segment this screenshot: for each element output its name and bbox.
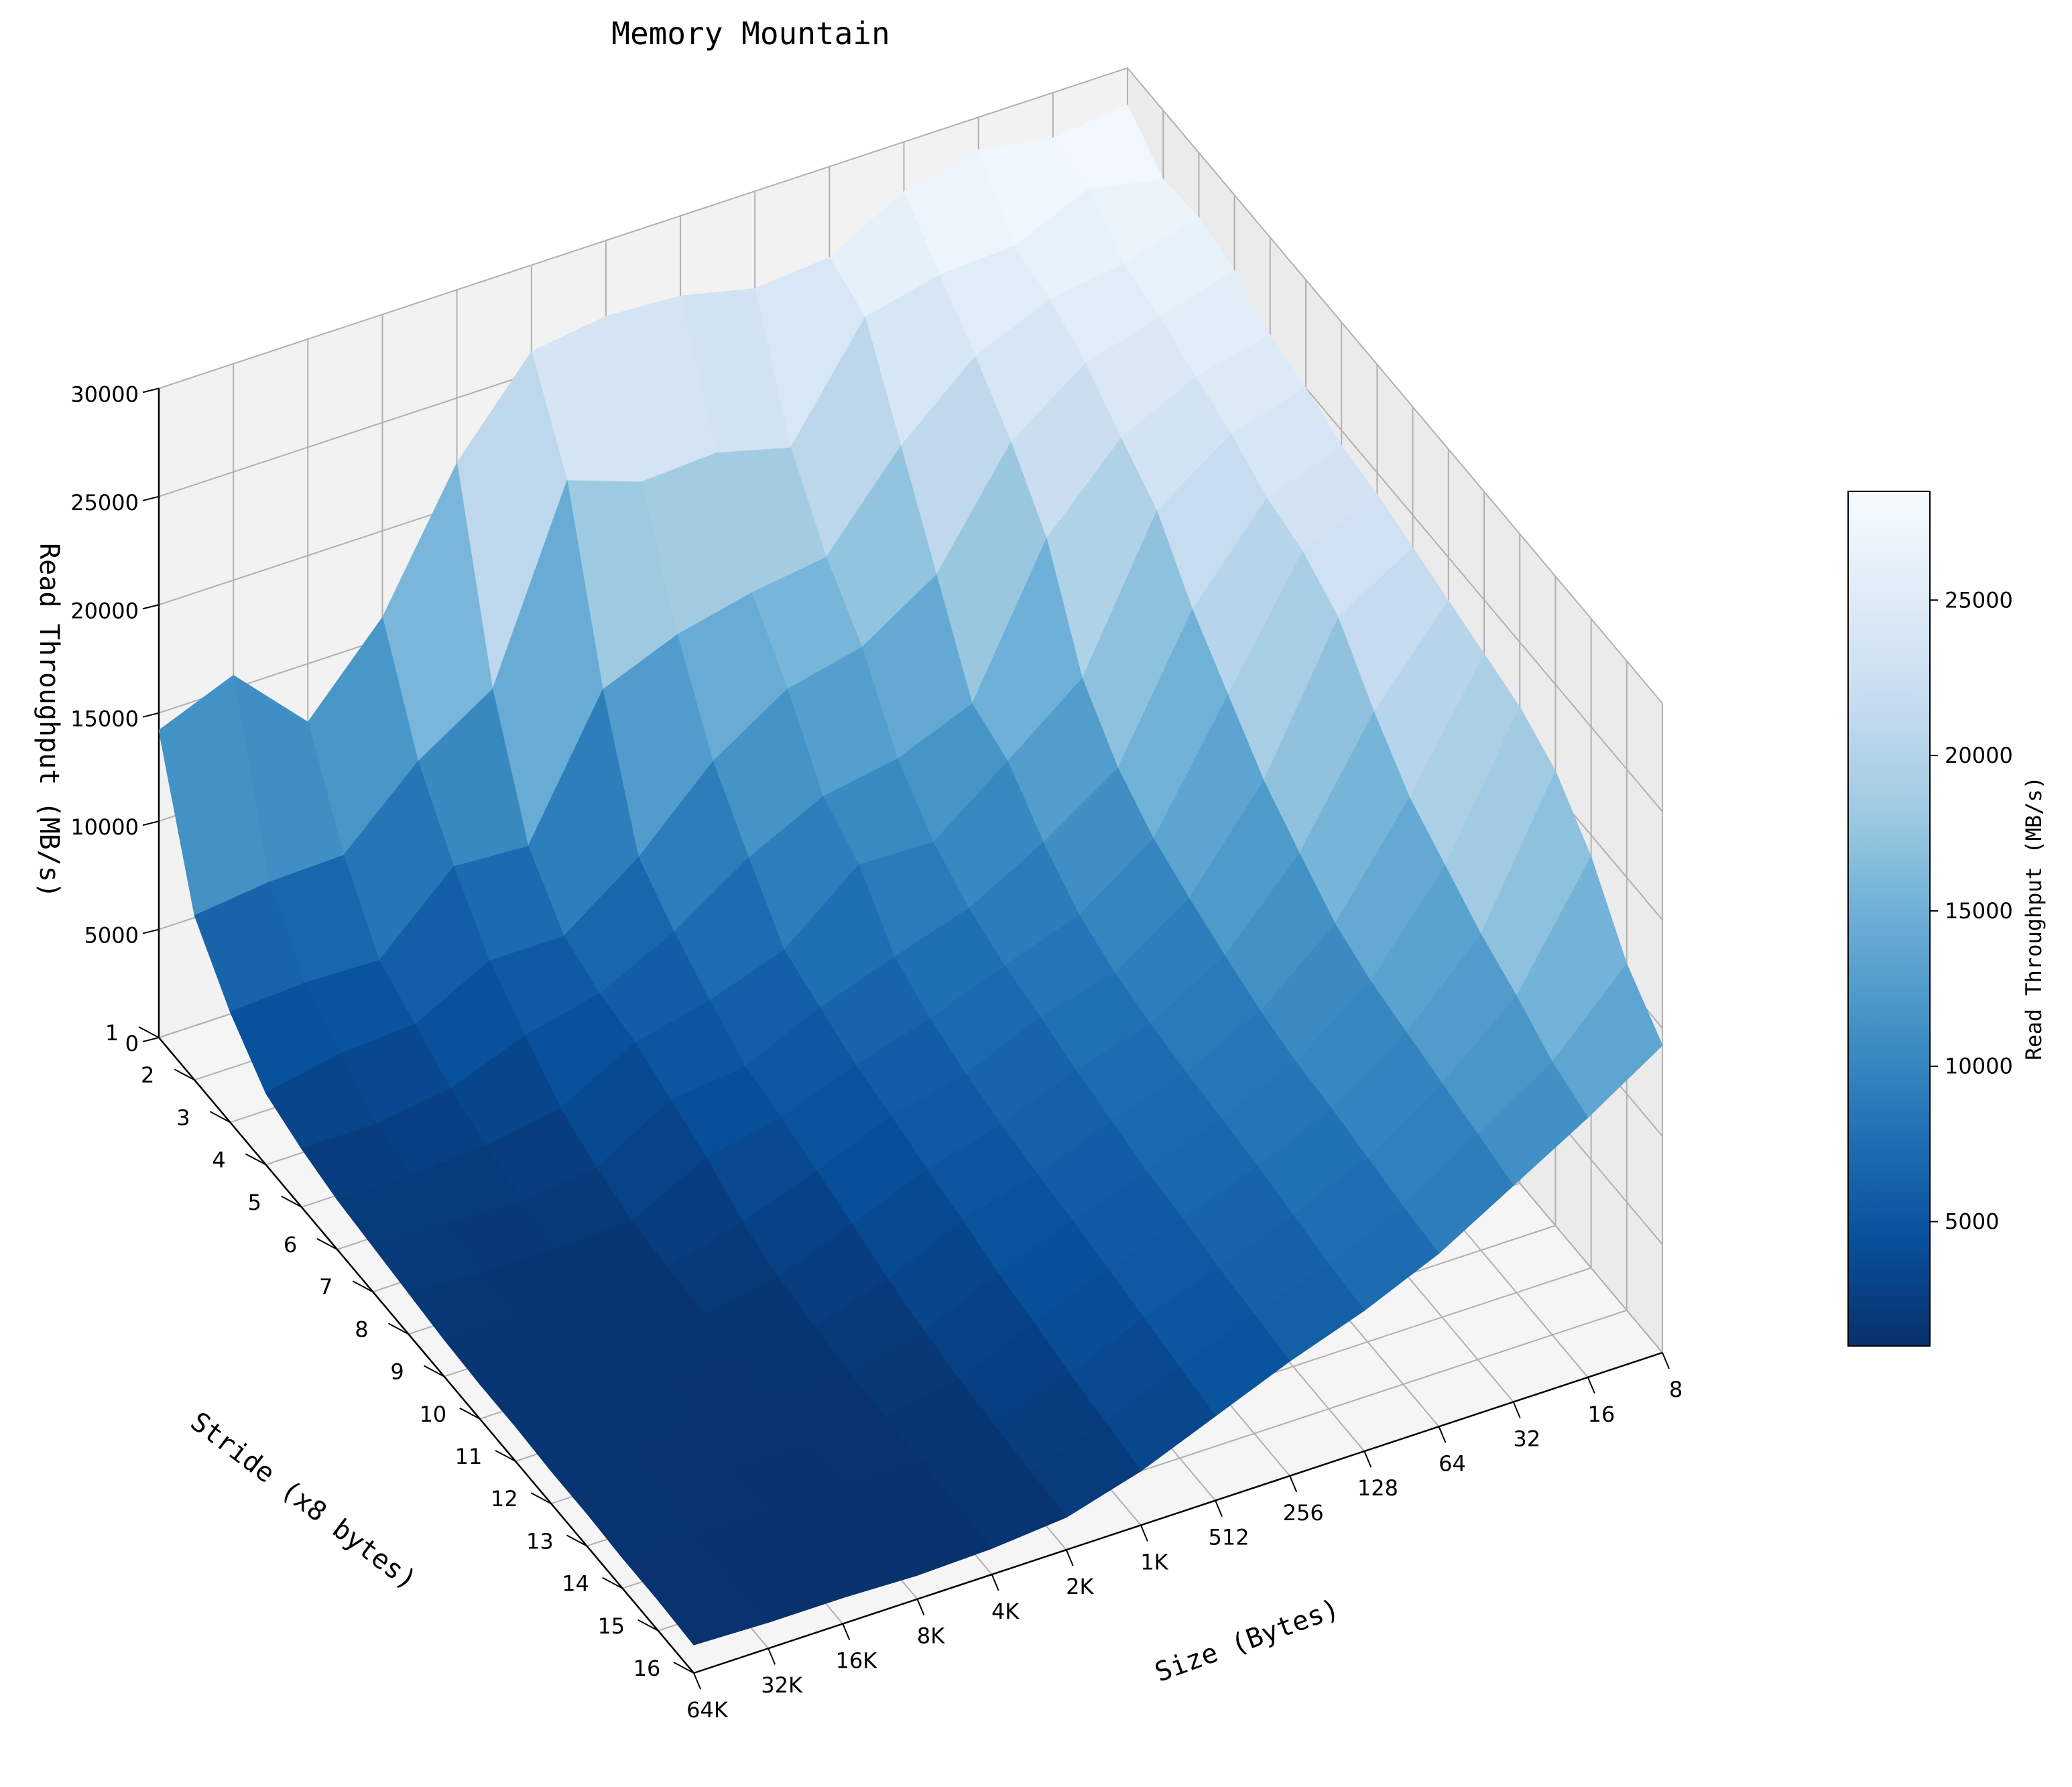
stride-tick-mark	[566, 1534, 587, 1547]
size-tick-mark	[1363, 1451, 1372, 1468]
colorbar-label: Read Throughput (MB/s)	[2021, 776, 2047, 1060]
size-tick-mark	[1065, 1549, 1074, 1566]
stride-tick-mark	[673, 1662, 694, 1674]
stride-tick-label: 6	[284, 1232, 297, 1257]
throughput-tick-mark	[142, 387, 160, 393]
throughput-tick-label: 30000	[70, 381, 139, 407]
stride-axis-label: Stride (x8 bytes)	[184, 1406, 422, 1596]
size-tick-mark	[1215, 1500, 1223, 1518]
stride-tick-mark	[138, 1026, 160, 1038]
size-tick-mark	[1289, 1475, 1298, 1493]
stride-tick-mark	[495, 1450, 516, 1462]
stride-tick-mark	[174, 1068, 195, 1081]
throughput-axis-label: Read Throughput (MB/s)	[34, 543, 64, 898]
size-tick-mark	[1587, 1377, 1595, 1394]
size-tick-label: 32	[1513, 1426, 1540, 1452]
stride-tick-mark	[637, 1619, 659, 1631]
stride-tick-mark	[352, 1280, 373, 1293]
size-tick-label: 4K	[991, 1599, 1020, 1624]
stride-tick-label: 8	[355, 1316, 368, 1342]
stride-tick-label: 1	[105, 1020, 119, 1046]
stride-tick-label: 13	[526, 1528, 554, 1554]
stride-tick-label: 14	[562, 1571, 589, 1597]
size-tick-mark	[1140, 1524, 1148, 1542]
stride-tick-label: 9	[390, 1359, 404, 1385]
size-tick-label: 32K	[761, 1672, 803, 1698]
size-tick-mark	[1662, 1352, 1670, 1369]
chart-title: Memory Mountain	[611, 15, 890, 52]
stride-tick-mark	[424, 1365, 445, 1377]
stride-tick-mark	[209, 1111, 231, 1123]
stride-tick-label: 10	[419, 1402, 446, 1427]
stride-tick-mark	[459, 1407, 481, 1420]
colorbar-gradient	[1847, 491, 1931, 1347]
colorbar-ticks: 5000 10000 15000 20000 25000	[1930, 587, 2013, 1235]
colorbar: 5000 10000 15000 20000 25000 Read Throughput…	[1847, 491, 2047, 1347]
throughput-tick-label: 25000	[70, 490, 139, 515]
surface-plot	[158, 104, 1663, 1646]
size-tick-mark	[1512, 1402, 1521, 1418]
size-tick-mark	[1438, 1426, 1447, 1443]
size-tick-label: 16	[1587, 1402, 1615, 1427]
stride-tick-label: 16	[633, 1656, 661, 1681]
stride-tick-label: 11	[455, 1444, 483, 1469]
throughput-tick-mark	[142, 495, 160, 501]
size-tick-label: 256	[1283, 1500, 1324, 1526]
size-tick-label: 1K	[1140, 1549, 1168, 1575]
stride-tick-mark	[387, 1322, 409, 1335]
throughput-tick-label: 15000	[70, 706, 139, 732]
stride-tick-label: 3	[176, 1105, 190, 1130]
size-tick-label: 512	[1209, 1525, 1250, 1550]
size-tick-mark	[768, 1648, 776, 1665]
throughput-tick-mark	[142, 820, 160, 826]
surface-cell	[657, 1577, 770, 1646]
size-tick-label: 64	[1439, 1451, 1466, 1476]
throughput-tick-mark	[142, 928, 160, 934]
throughput-tick-label: 20000	[70, 598, 139, 623]
stride-tick-label: 2	[141, 1062, 154, 1088]
size-axis-label: Size (Bytes)	[1151, 1593, 1343, 1688]
stride-tick-label: 7	[319, 1274, 332, 1300]
stride-tick-label: 12	[491, 1486, 518, 1512]
stride-tick-label: 4	[212, 1148, 225, 1173]
colorbar-tick-label: 20000	[1945, 743, 2013, 768]
size-tick-mark	[991, 1574, 999, 1591]
throughput-tick-label: 5000	[84, 923, 139, 948]
tick-labels: 64K32K16K8K4K2K1K51225612864321681234567…	[70, 381, 1683, 1723]
grid-line-throughput	[158, 67, 1663, 704]
size-tick-mark	[693, 1672, 701, 1690]
size-tick-mark	[842, 1623, 851, 1640]
stride-tick-label: 15	[597, 1613, 625, 1639]
stride-tick-mark	[530, 1492, 552, 1505]
throughput-tick-label: 10000	[70, 814, 139, 840]
throughput-tick-mark	[142, 712, 160, 718]
colorbar-tick-label: 25000	[1945, 587, 2013, 613]
size-tick-label: 128	[1357, 1475, 1398, 1501]
colorbar-tick-label: 10000	[1945, 1054, 2013, 1079]
size-tick-label: 8K	[917, 1623, 945, 1649]
throughput-tick-label: 0	[125, 1031, 139, 1056]
stride-tick-mark	[316, 1238, 338, 1250]
size-tick-mark	[916, 1599, 925, 1616]
size-tick-label: 16K	[835, 1648, 877, 1673]
size-tick-label: 8	[1669, 1377, 1683, 1402]
stride-tick-mark	[602, 1577, 623, 1589]
size-tick-label: 2K	[1066, 1574, 1094, 1599]
size-axis-line	[693, 1351, 1663, 1674]
stride-tick-label: 5	[248, 1190, 261, 1215]
colorbar-tick-label: 5000	[1945, 1209, 1999, 1235]
size-tick-label: 64K	[686, 1697, 729, 1723]
throughput-tick-mark	[142, 1037, 160, 1042]
colorbar-tick-label: 15000	[1945, 898, 2013, 924]
stride-tick-mark	[281, 1195, 302, 1208]
throughput-tick-mark	[142, 604, 160, 610]
stride-tick-mark	[245, 1153, 267, 1166]
stride-axis-line	[158, 1037, 694, 1674]
